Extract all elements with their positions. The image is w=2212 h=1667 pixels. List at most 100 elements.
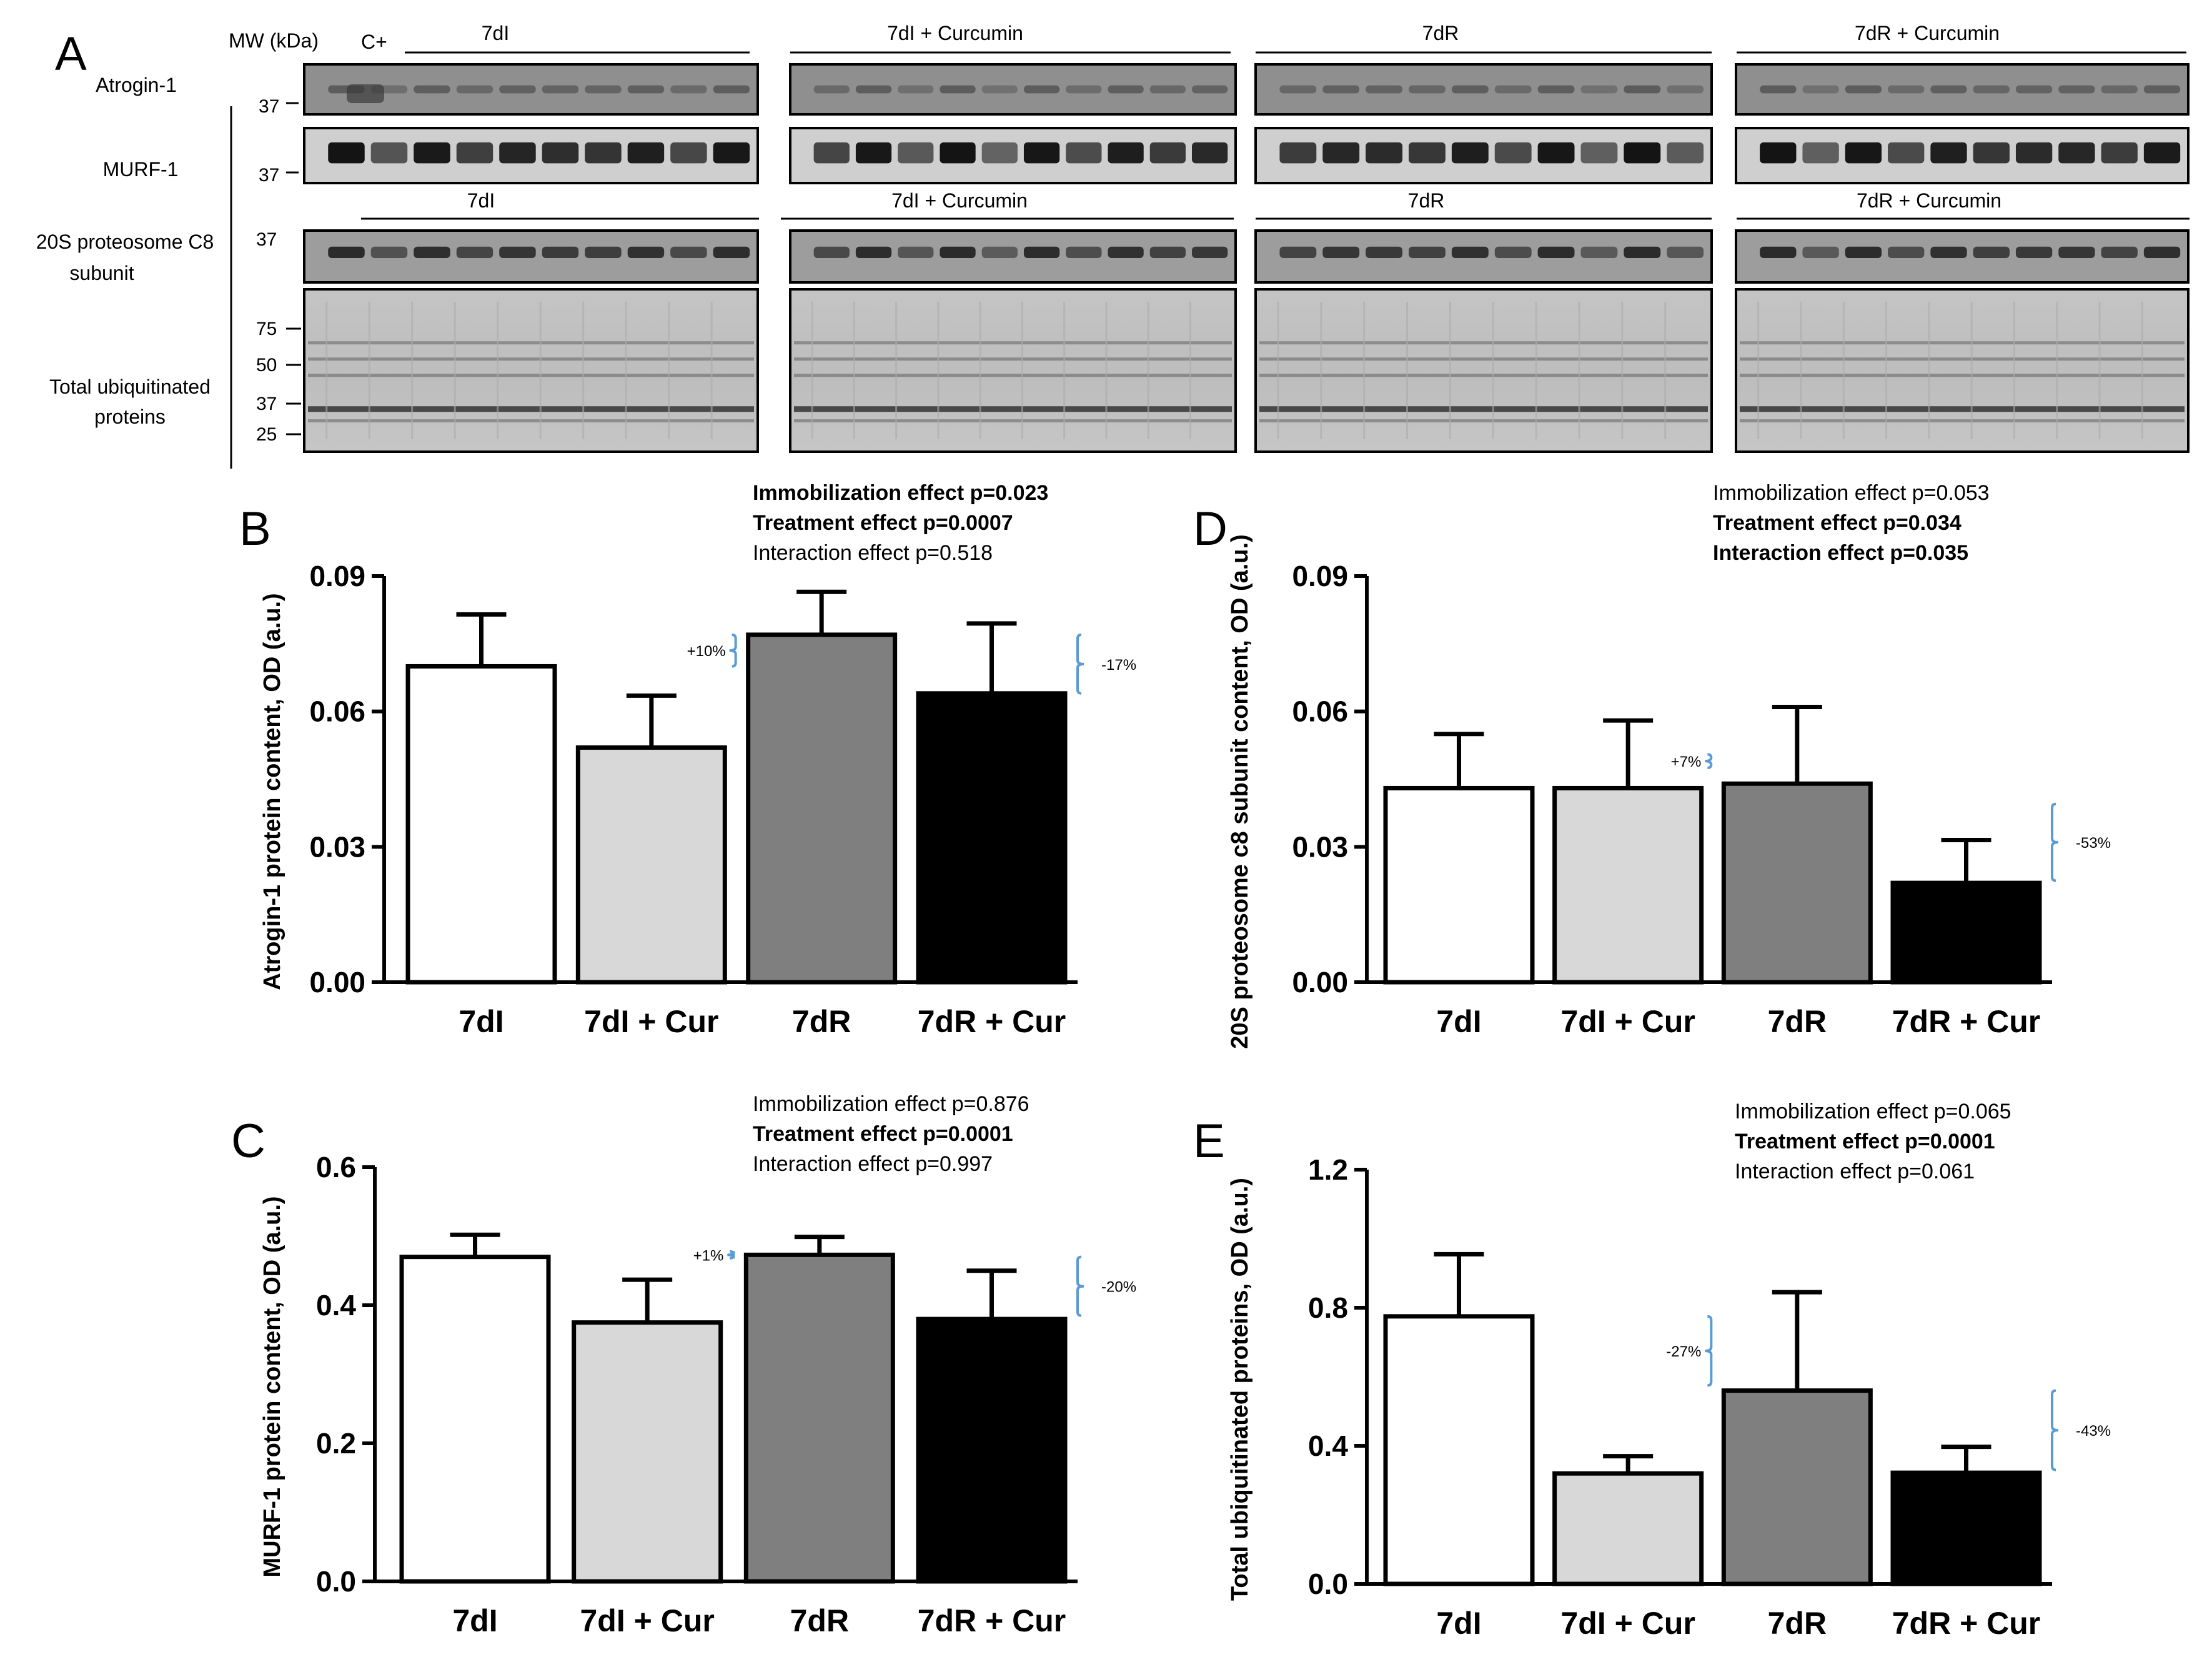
percent-bracket-2 xyxy=(2051,802,2059,882)
category-label-2: 7dI + Cur xyxy=(584,1004,718,1039)
category-label-3: 7dR xyxy=(1768,1004,1827,1039)
mw-header: MW (kDa) xyxy=(229,29,319,52)
mw-37-murf: 37 xyxy=(259,165,279,186)
y-tick-label: 1.2 xyxy=(1308,1153,1348,1186)
category-label-2: 7dI + Cur xyxy=(580,1603,714,1638)
category-label-1: 7dI xyxy=(1436,1004,1481,1039)
category-label-4: 7dR + Cur xyxy=(1892,1004,2041,1039)
y-tick-label: 0.4 xyxy=(316,1289,356,1321)
western-blot-panel: A MW (kDa) C+ Atrogin-1 MURF-1 20S prote… xyxy=(36,22,2190,469)
panel-letter-B: B xyxy=(239,502,271,555)
panel-letter-C: C xyxy=(231,1115,265,1168)
y-tick-label: 0.00 xyxy=(1292,966,1348,998)
y-tick-label: 0.03 xyxy=(309,830,365,863)
percent-label-2: -53% xyxy=(2076,835,2111,852)
bar-4 xyxy=(916,1316,1068,1584)
group-title-top-3: 7dR xyxy=(1422,22,1459,44)
y-tick-label: 0.06 xyxy=(309,695,365,728)
bar-4 xyxy=(916,691,1068,985)
percent-bracket-2 xyxy=(1076,633,1084,695)
y-tick-label: 0.06 xyxy=(1292,695,1348,728)
blot-strip-atrogin-3 xyxy=(1254,63,1713,116)
y-tick-label: 0.0 xyxy=(1308,1568,1348,1600)
percent-label-1: +7% xyxy=(1671,754,1702,770)
y-tick-label: 0.2 xyxy=(316,1427,356,1460)
percent-bracket-2 xyxy=(1076,1255,1084,1317)
row-label-c8-line1: 20S proteosome C8 xyxy=(36,231,214,253)
row-label-c8-line2: subunit xyxy=(69,262,134,284)
blot-strip-murf-2 xyxy=(789,127,1237,184)
bar-3 xyxy=(743,1252,895,1584)
row-label-murf: MURF-1 xyxy=(103,158,179,181)
mw-37-atrogin: 37 xyxy=(259,96,279,117)
group-title-mid-3: 7dR xyxy=(1408,189,1445,212)
bar-3 xyxy=(1721,781,1873,985)
category-label-3: 7dR xyxy=(792,1004,851,1039)
stats-line-1: Immobilization effect p=0.023 xyxy=(753,481,1048,505)
bar-2 xyxy=(575,745,727,985)
bar-3 xyxy=(1721,1388,1873,1586)
stats-line-1: Immobilization effect p=0.065 xyxy=(1735,1100,2011,1123)
y-axis-label: Atrogin-1 protein content, OD (a.u.) xyxy=(259,593,285,990)
bar-3 xyxy=(746,632,898,985)
bar-2 xyxy=(1552,785,1704,985)
percent-label-1: +1% xyxy=(693,1247,724,1264)
chart-20s-proteosome-c8: 0.00 0.03 0.06 0.09 20S proteosome c8 subuni… xyxy=(1227,481,2111,1049)
mw-50: 50 xyxy=(256,355,277,376)
y-axis-label: 20S proteosome c8 subunit content, OD (a… xyxy=(1227,534,1253,1048)
stats-line-1: Immobilization effect p=0.876 xyxy=(753,1092,1029,1116)
y-tick-label: 0.09 xyxy=(309,560,365,592)
stats-line-3: Interaction effect p=0.035 xyxy=(1713,541,1968,565)
percent-label-1: -27% xyxy=(1666,1343,1701,1360)
panel-letter-A: A xyxy=(55,27,87,81)
mw-37-c8: 37 xyxy=(256,229,277,250)
percent-bracket-1 xyxy=(1705,1315,1713,1387)
percent-label-2: -20% xyxy=(1101,1279,1136,1296)
y-axis-label: MURF-1 protein content, OD (a.u.) xyxy=(259,1196,285,1577)
category-label-2: 7dI + Cur xyxy=(1560,1004,1695,1039)
group-title-mid-2: 7dI + Curcumin xyxy=(891,189,1028,212)
category-label-1: 7dI xyxy=(1436,1606,1481,1641)
bar-4 xyxy=(1890,1470,2042,1586)
bar-1 xyxy=(1383,785,1535,985)
mw-75: 75 xyxy=(256,319,277,339)
row-label-ubiq-line2: proteins xyxy=(94,406,166,428)
y-tick-label: 0.00 xyxy=(309,966,365,998)
positive-control-band xyxy=(347,84,384,103)
stats-line-2: Treatment effect p=0.034 xyxy=(1713,511,1962,535)
bar-1 xyxy=(405,664,557,985)
bar-2 xyxy=(572,1320,723,1584)
y-tick-label: 0.03 xyxy=(1292,830,1348,863)
stats-line-3: Interaction effect p=0.518 xyxy=(753,541,993,565)
y-tick-label: 0.4 xyxy=(1308,1430,1348,1462)
row-label-atrogin: Atrogin-1 xyxy=(96,74,177,96)
blot-strip-c8-3 xyxy=(1254,229,1713,284)
group-title-mid-1: 7dI xyxy=(467,189,495,212)
chart-murf-1: 0.0 0.2 0.4 0.6 MURF-1 protein content, OD (… xyxy=(259,1092,1136,1638)
row-label-ubiq-line1: Total ubiquitinated xyxy=(49,376,211,398)
stats-line-3: Interaction effect p=0.997 xyxy=(753,1152,993,1176)
percent-label-1: +10% xyxy=(687,643,726,660)
group-title-top-2: 7dI + Curcumin xyxy=(887,22,1023,44)
category-label-2: 7dI + Cur xyxy=(1560,1606,1695,1641)
category-label-4: 7dR + Cur xyxy=(918,1603,1066,1638)
chart-atrogin-1: 0.00 0.03 0.06 0.09 Atrogin-1 protein conten… xyxy=(259,481,1136,1039)
bar-1 xyxy=(1383,1314,1535,1586)
blot-strip-c8-2 xyxy=(789,229,1237,284)
blot-strip-c8-4 xyxy=(1735,229,2190,284)
percent-bracket-2 xyxy=(2051,1389,2059,1471)
blot-strips xyxy=(303,63,2190,453)
bar-4 xyxy=(1890,880,2042,985)
category-label-3: 7dR xyxy=(790,1603,849,1638)
stats-line-3: Interaction effect p=0.061 xyxy=(1735,1160,1975,1183)
y-tick-label: 0.0 xyxy=(316,1565,356,1598)
stats-line-2: Treatment effect p=0.0001 xyxy=(753,1122,1013,1146)
blot-strip-murf-1 xyxy=(303,127,759,184)
blot-strip-murf-4 xyxy=(1735,127,2190,184)
bar-1 xyxy=(399,1255,551,1584)
blot-strip-ubiq-1 xyxy=(303,288,759,453)
blot-strip-ubiq-2 xyxy=(789,288,1237,453)
panel-letter-D: D xyxy=(1193,502,1228,555)
stats-line-2: Treatment effect p=0.0007 xyxy=(753,511,1013,535)
mw-37-ubiq: 37 xyxy=(256,394,277,414)
